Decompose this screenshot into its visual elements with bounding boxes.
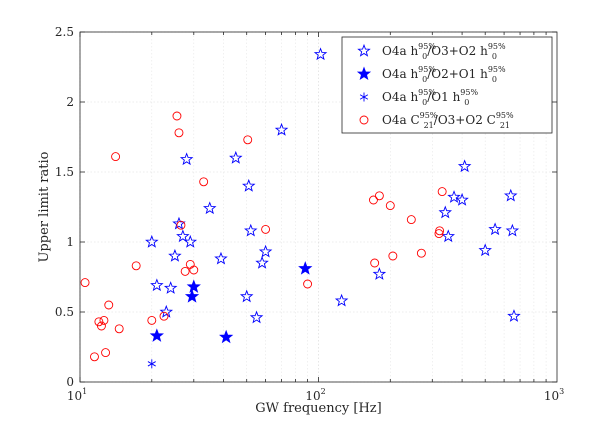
data-point — [179, 152, 194, 166]
data-point — [214, 251, 228, 265]
data-point — [298, 261, 313, 275]
data-point — [101, 348, 111, 358]
data-point — [229, 150, 243, 164]
data-point — [184, 289, 200, 303]
data-point — [199, 177, 209, 187]
series-3 — [147, 359, 156, 369]
legend-box — [341, 36, 553, 134]
data-point — [172, 111, 182, 121]
data-point — [505, 223, 520, 237]
data-point — [488, 222, 502, 236]
data-point — [145, 234, 159, 248]
data-point — [99, 315, 109, 325]
data-point — [457, 159, 472, 173]
y-tick-label: 2 — [66, 95, 74, 109]
data-point — [104, 300, 114, 310]
data-point — [258, 244, 273, 258]
data-point — [150, 278, 164, 292]
y-tick-label: 2.5 — [55, 25, 74, 39]
data-point — [180, 266, 190, 276]
data-point — [111, 152, 121, 162]
data-point — [172, 216, 186, 230]
asterisk-stroke — [359, 94, 369, 100]
data-point — [261, 224, 271, 234]
data-point — [243, 135, 253, 145]
data-point — [455, 192, 469, 206]
data-point — [437, 187, 447, 197]
series-2 — [149, 261, 313, 344]
y-tick-label: 0 — [66, 375, 74, 389]
data-point — [176, 229, 190, 243]
x-tick-label: 103 — [544, 387, 564, 403]
series-4 — [80, 111, 447, 362]
data-point — [183, 234, 198, 248]
y-tick-label: 1 — [66, 235, 74, 249]
y-tick-label: 0.5 — [55, 305, 74, 319]
legend-marker — [359, 115, 369, 125]
data-point — [255, 255, 269, 269]
data-point — [219, 329, 234, 344]
data-point — [239, 289, 254, 303]
series-1 — [145, 47, 521, 324]
data-point — [242, 178, 256, 192]
data-point — [176, 220, 186, 230]
data-point — [189, 265, 199, 275]
data-point — [303, 279, 313, 289]
data-point — [504, 188, 518, 202]
x-tick-label: 101 — [67, 387, 87, 403]
legend: O4a h95% 0/O3+O2 h95% 0 O4a h95% 0/O2+O1 h95… — [341, 36, 553, 134]
data-point — [370, 258, 380, 268]
data-points — [80, 47, 521, 369]
data-point — [163, 281, 178, 294]
data-point — [438, 205, 452, 219]
data-point — [507, 309, 521, 322]
data-point — [388, 251, 398, 261]
axis-ticks: 0 0.5 1 1.5 2 2.5 101 102 103 — [55, 25, 564, 403]
legend-entry-label: O4a h95% 0/O3+O2 h95% 0 — [382, 42, 506, 61]
data-point — [149, 328, 164, 342]
data-point — [416, 248, 426, 258]
data-point — [313, 47, 328, 61]
data-point — [249, 310, 264, 324]
data-point — [90, 352, 99, 362]
legend-entry-label: O4a h95% 0/O1 h95% 0 — [382, 88, 478, 107]
legend-marker — [357, 43, 371, 57]
data-point — [185, 259, 195, 269]
data-point — [244, 223, 258, 237]
data-point — [447, 190, 461, 203]
data-point — [96, 321, 106, 331]
data-point — [274, 122, 289, 136]
data-point — [174, 128, 184, 138]
legend-entry-label: O4a h95% 0/O2+O1 h95% 0 — [382, 65, 506, 84]
data-point — [159, 304, 174, 318]
data-point — [334, 293, 349, 307]
data-point — [374, 191, 384, 201]
legend-entry-label: O4a C95% 21/O3+O2 C95% 21 — [382, 111, 514, 130]
data-point — [147, 315, 157, 325]
grid — [79, 31, 557, 383]
data-point — [369, 195, 378, 205]
x-axis-label: GW frequency [Hz] — [255, 401, 381, 416]
data-point — [114, 324, 124, 334]
data-point — [186, 279, 201, 293]
data-point — [131, 261, 141, 271]
data-point — [406, 215, 416, 225]
x-tick-label: 102 — [305, 387, 325, 403]
legend-marker — [359, 92, 369, 102]
y-tick-label: 1.5 — [55, 165, 74, 179]
data-point — [385, 201, 395, 211]
data-point — [203, 201, 217, 215]
data-point — [478, 243, 492, 257]
data-point — [435, 226, 445, 236]
data-point — [147, 359, 156, 369]
data-point — [168, 248, 182, 262]
data-point — [372, 267, 387, 280]
data-point — [441, 229, 456, 243]
data-point — [159, 311, 169, 321]
legend-marker — [356, 66, 372, 81]
y-axis-label: Upper limit ratio — [37, 151, 52, 262]
asterisk-stroke — [147, 361, 156, 367]
data-point — [80, 278, 90, 288]
